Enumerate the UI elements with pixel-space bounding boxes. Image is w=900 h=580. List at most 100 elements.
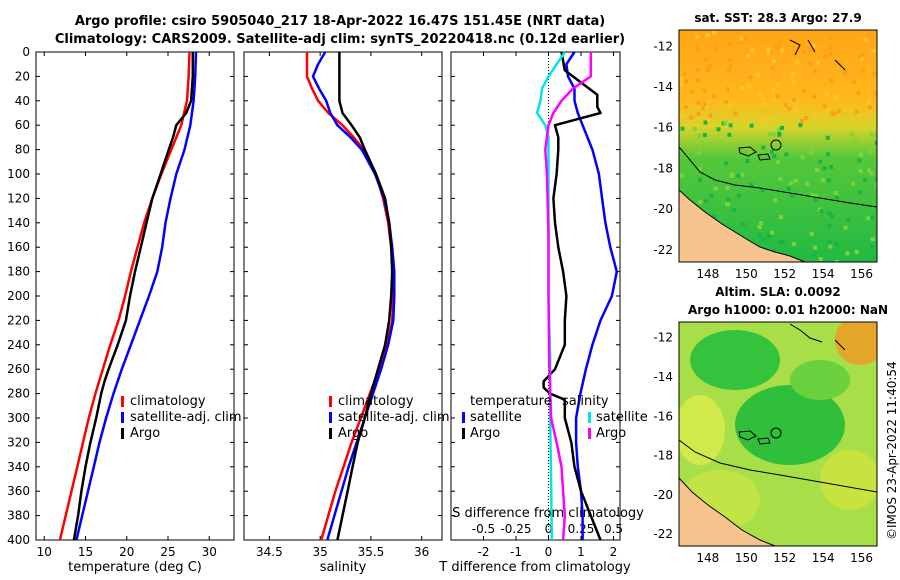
argo-location-sla <box>770 427 782 439</box>
sst-pixel <box>723 161 728 166</box>
sst-pixel <box>703 120 708 125</box>
sst-pixel <box>706 98 711 103</box>
sla-contour <box>679 439 877 493</box>
sst-map-title: sat. SST: 28.3 Argo: 27.9 <box>694 11 861 25</box>
sst-pixel <box>874 133 877 138</box>
sst-pixel <box>788 181 793 186</box>
sst-pixel <box>780 48 785 53</box>
sst-pixel <box>825 91 829 96</box>
sst-pixel <box>772 248 776 253</box>
sst-pixel <box>746 54 751 59</box>
sst-pixel <box>695 67 700 72</box>
sst-pixel <box>749 123 754 128</box>
sst-pixel <box>827 240 832 245</box>
sst-pixel <box>873 91 877 96</box>
sst-pixel <box>822 104 827 109</box>
s-diff-tick-label: -0.25 <box>500 522 531 536</box>
sst-pixel <box>695 45 700 50</box>
sst-pixel <box>776 160 781 165</box>
sst-pixel <box>683 105 688 110</box>
sla-islands <box>789 323 846 351</box>
sst-pixel <box>808 150 813 154</box>
sst-pixel <box>766 47 771 52</box>
sst-pixel <box>780 125 784 130</box>
sst-pixel <box>828 45 833 50</box>
legend-swatch-satellite <box>121 412 124 423</box>
sst-pixel <box>773 198 778 203</box>
sst-pixel <box>863 37 868 42</box>
sst-pixel <box>777 127 782 132</box>
sst-pixel <box>690 89 695 94</box>
sst-pixel <box>696 150 701 155</box>
sst-pixel <box>854 139 859 144</box>
map-x-tick-label: 154 <box>812 267 835 281</box>
y-tick-label: 280 <box>7 387 30 401</box>
sst-pixel <box>812 43 817 48</box>
series-line-satellite-adj-clim <box>75 51 198 541</box>
sst-pixel <box>729 173 734 178</box>
sst-pixel <box>836 109 841 114</box>
sst-pixel <box>732 207 737 212</box>
x-tick-label: -2 <box>478 545 490 559</box>
sst-pixel <box>740 86 745 91</box>
sst-pixel <box>748 151 753 155</box>
sst-pixel <box>830 144 835 149</box>
map-y-tick-label: -14 <box>653 370 673 384</box>
sst-pixel <box>724 99 729 104</box>
legend-label-satellite: satellite-adj. clim <box>338 410 450 425</box>
sst-pixel <box>714 46 718 51</box>
legend-label-s-argo: Argo <box>596 426 626 441</box>
sst-pixel <box>777 132 782 137</box>
sst-pixel <box>745 159 750 164</box>
sst-pixel <box>827 223 832 228</box>
sst-pixel <box>728 123 733 128</box>
x-tick-label: 1 <box>577 545 585 559</box>
sst-pixel <box>813 69 817 74</box>
sst-pixel <box>771 59 776 63</box>
temperature-axes <box>35 51 235 541</box>
sst-pixel <box>680 113 685 118</box>
sla-map-title1: Altim. SLA: 0.0092 <box>715 285 841 299</box>
sst-pixel <box>713 143 718 148</box>
sst-pixel <box>735 30 740 34</box>
sst-pixel <box>706 68 711 73</box>
sst-pixel <box>766 234 771 239</box>
legend-swatch-t-satellite <box>462 412 465 423</box>
sst-pixel <box>815 61 820 65</box>
series-line-temperature-argo <box>542 51 602 541</box>
legend-header-salinity: salinity <box>562 394 609 409</box>
sst-pixel <box>805 181 810 186</box>
sst-pixel <box>874 140 877 145</box>
sst-pixel <box>679 82 684 87</box>
sst-pixel <box>756 72 760 77</box>
sst-pixel <box>815 168 819 172</box>
s-diff-tick-label: 0.5 <box>604 522 623 536</box>
legend-label-t-argo: Argo <box>470 426 500 441</box>
sst-pixel <box>810 193 815 198</box>
map-x-tick-label: 150 <box>735 551 758 565</box>
sst-pixel <box>869 149 873 154</box>
sst-pixel <box>708 113 713 118</box>
sst-pixel <box>825 135 830 140</box>
sst-pixel <box>783 103 788 108</box>
legend-swatch-s-argo <box>588 428 591 439</box>
sst-pixel <box>786 186 791 191</box>
sst-pixel <box>744 36 749 41</box>
sst-pixel <box>723 120 728 125</box>
sla-blob <box>820 450 877 510</box>
sst-pixel <box>809 231 814 236</box>
x-tick-label: 35.5 <box>358 545 385 559</box>
sst-pixel <box>827 178 831 183</box>
y-tick-label: 400 <box>7 533 30 547</box>
sst-pixel <box>696 100 701 105</box>
t-diff-xlabel: T difference from climatology <box>438 560 631 575</box>
sst-pixel <box>854 109 859 114</box>
sst-pixel <box>705 33 710 37</box>
sst-pixel <box>808 61 813 66</box>
sst-pixel <box>741 222 746 227</box>
map-y-tick-label: -20 <box>653 488 673 502</box>
sst-pixel <box>790 193 795 198</box>
map-y-tick-label: -12 <box>653 331 673 345</box>
legend-swatch-argo <box>329 428 332 439</box>
sst-pixel <box>727 68 731 73</box>
